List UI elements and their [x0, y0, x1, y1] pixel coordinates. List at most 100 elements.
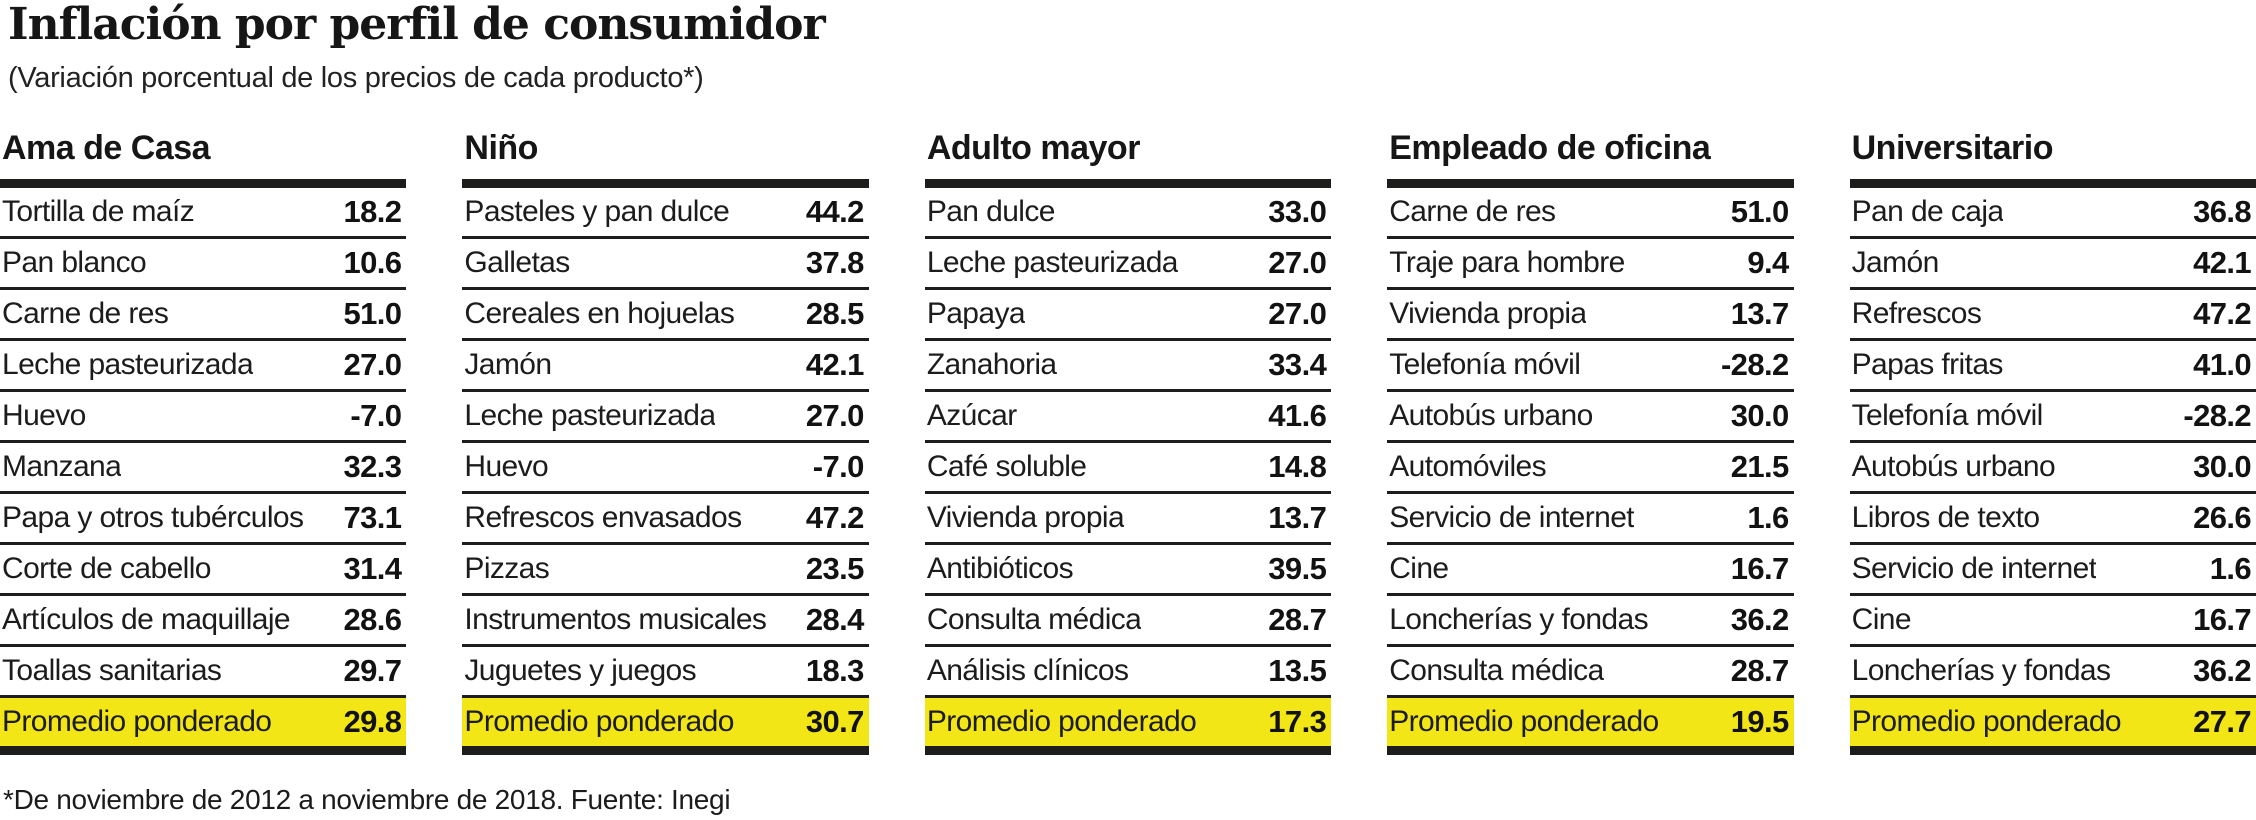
row-label: Loncherías y fondas — [1851, 654, 2111, 687]
row-label: Cereales en hojuelas — [464, 297, 735, 330]
average-label: Promedio ponderado — [2, 705, 272, 738]
row-value: 36.8 — [2193, 194, 2252, 229]
table-row: Leche pasteurizada 27.0 — [462, 392, 869, 443]
row-label: Cine — [1389, 552, 1449, 585]
table-row: Corte de cabello 31.4 — [0, 545, 407, 596]
row-label: Vivienda propia — [926, 501, 1125, 534]
row-label: Loncherías y fondas — [1389, 603, 1648, 636]
profile-header: Niño — [462, 126, 869, 188]
table-row: Vivienda propia 13.7 — [924, 494, 1332, 545]
average-label: Promedio ponderado — [464, 705, 734, 738]
row-value: 16.7 — [1730, 551, 1790, 586]
row-value: 13.7 — [1268, 500, 1327, 535]
row-value: 13.7 — [1730, 296, 1790, 331]
row-label: Traje para hombre — [1389, 246, 1625, 279]
table-row: Café soluble 14.8 — [924, 443, 1332, 494]
average-label: Promedio ponderado — [1851, 705, 2122, 738]
row-value: 27.0 — [805, 398, 865, 433]
row-label: Telefonía móvil — [1851, 399, 2043, 432]
table-row: Antibióticos 39.5 — [924, 545, 1332, 596]
row-label: Artículos de maquillaje — [2, 603, 291, 636]
table-row: Papaya 27.0 — [924, 290, 1332, 341]
row-label: Consulta médica — [926, 603, 1142, 636]
average-value: 30.7 — [805, 704, 865, 739]
row-label: Toallas sanitarias — [2, 654, 222, 687]
row-label: Servicio de internet — [1851, 552, 2097, 585]
table-row: Cereales en hojuelas 28.5 — [462, 290, 869, 341]
row-label: Leche pasteurizada — [926, 246, 1178, 279]
profile-header: Empleado de oficina — [1387, 126, 1794, 188]
average-value: 29.8 — [343, 704, 402, 739]
average-value: 17.3 — [1268, 704, 1327, 739]
table-row: Refrescos 47.2 — [1849, 290, 2256, 341]
row-value: 28.7 — [1268, 602, 1327, 637]
row-value: 30.0 — [1730, 398, 1790, 433]
row-label: Papas fritas — [1851, 348, 2003, 381]
row-value: 33.0 — [1268, 194, 1327, 229]
table-row: Juguetes y juegos 18.3 — [462, 647, 869, 698]
table-row: Autobús urbano 30.0 — [1849, 443, 2256, 494]
row-label: Papa y otros tubérculos — [2, 501, 304, 534]
row-label: Leche pasteurizada — [464, 399, 716, 432]
row-label: Refrescos envasados — [464, 501, 742, 534]
table-row: Zanahoria 33.4 — [924, 341, 1332, 392]
row-label: Café soluble — [926, 450, 1087, 483]
row-value: 33.4 — [1268, 347, 1327, 382]
row-value: 30.0 — [2193, 449, 2252, 484]
row-label: Refrescos — [1851, 297, 1982, 330]
table-row: Traje para hombre 9.4 — [1387, 239, 1794, 290]
row-label: Huevo — [2, 399, 86, 432]
table-row: Carne de res 51.0 — [1387, 188, 1794, 239]
row-value: 16.7 — [2193, 602, 2252, 637]
table-row: Pan dulce 33.0 — [924, 188, 1332, 239]
profile-header: Adulto mayor — [924, 126, 1332, 188]
table-row: Leche pasteurizada 27.0 — [0, 341, 407, 392]
row-value: 42.1 — [805, 347, 865, 382]
row-label: Huevo — [464, 450, 549, 483]
row-label: Servicio de internet — [1389, 501, 1635, 534]
row-label: Jamón — [1851, 246, 1939, 279]
chart-subtitle: (Variación porcentual de los precios de … — [8, 62, 704, 94]
row-label: Telefonía móvil — [1389, 348, 1581, 381]
row-value: 37.8 — [805, 245, 865, 280]
row-value: 32.3 — [343, 449, 402, 484]
row-label: Tortilla de maíz — [2, 195, 195, 228]
row-label: Pan de caja — [1851, 195, 2004, 228]
average-row: Promedio ponderado 30.7 — [462, 698, 869, 755]
table-row: Consulta médica 28.7 — [1387, 647, 1794, 698]
profile-column: Empleado de oficina Carne de res 51.0 Traje… — [1387, 126, 1794, 755]
row-value: -28.2 — [1720, 347, 1789, 382]
table-row: Pizzas 23.5 — [462, 545, 869, 596]
table-row: Telefonía móvil -28.2 — [1387, 341, 1794, 392]
table-row: Leche pasteurizada 27.0 — [924, 239, 1332, 290]
row-value: 31.4 — [343, 551, 402, 586]
row-value: 36.2 — [1730, 602, 1790, 637]
average-value: 19.5 — [1730, 704, 1790, 739]
row-value: 42.1 — [2193, 245, 2252, 280]
row-value: 36.2 — [2193, 653, 2252, 688]
row-value: 44.2 — [805, 194, 865, 229]
profile-header: Ama de Casa — [0, 126, 407, 188]
row-value: -7.0 — [812, 449, 865, 484]
row-value: 28.6 — [343, 602, 402, 637]
row-value: 1.6 — [2209, 551, 2252, 586]
row-label: Juguetes y juegos — [464, 654, 697, 687]
row-label: Zanahoria — [926, 348, 1057, 381]
row-label: Pasteles y pan dulce — [464, 195, 730, 228]
row-value: 27.0 — [343, 347, 402, 382]
row-value: 21.5 — [1730, 449, 1790, 484]
row-value: 39.5 — [1268, 551, 1327, 586]
profile-column: Universitario Pan de caja 36.8 Jamón 42.1 Ref… — [1849, 126, 2256, 755]
source-footnote: *De noviembre de 2012 a noviembre de 201… — [3, 784, 731, 815]
table-row: Tortilla de maíz 18.2 — [0, 188, 407, 239]
row-label: Cine — [1851, 603, 1911, 636]
average-label: Promedio ponderado — [926, 705, 1197, 738]
table-row: Instrumentos musicales 28.4 — [462, 596, 869, 647]
row-value: 47.2 — [805, 500, 865, 535]
table-row: Carne de res 51.0 — [0, 290, 407, 341]
table-row: Papa y otros tubérculos 73.1 — [0, 494, 407, 545]
table-row: Cine 16.7 — [1849, 596, 2256, 647]
row-value: 1.6 — [1747, 500, 1789, 535]
table-row: Consulta médica 28.7 — [924, 596, 1332, 647]
